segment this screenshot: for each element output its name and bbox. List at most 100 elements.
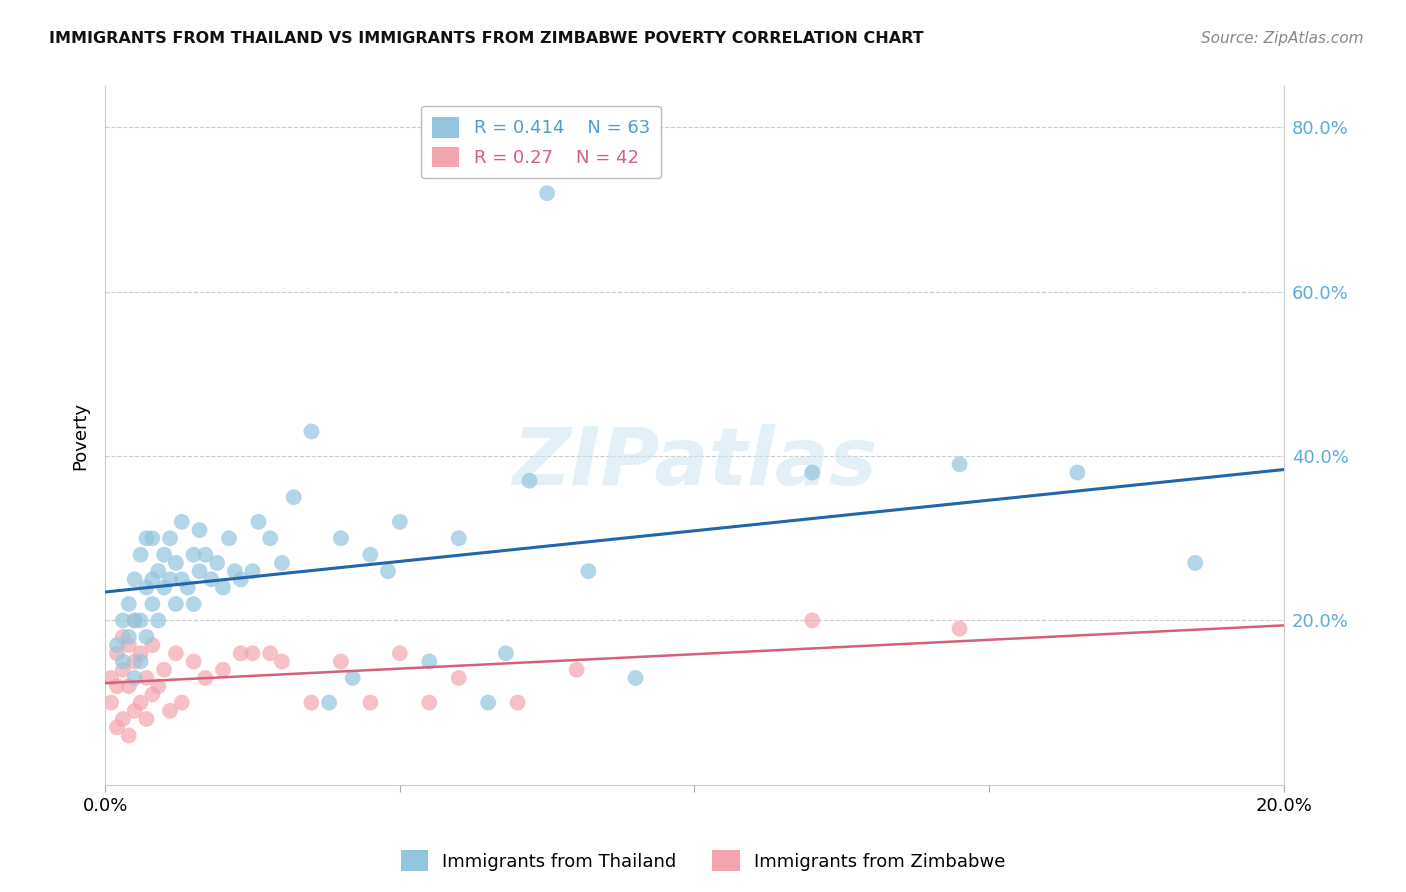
Point <box>224 564 246 578</box>
Point <box>135 531 157 545</box>
Point <box>418 655 440 669</box>
Legend: R = 0.414    N = 63, R = 0.27    N = 42: R = 0.414 N = 63, R = 0.27 N = 42 <box>422 106 661 178</box>
Point <box>194 671 217 685</box>
Point <box>176 581 198 595</box>
Point <box>447 531 470 545</box>
Point <box>388 646 411 660</box>
Point <box>359 548 381 562</box>
Point <box>576 564 599 578</box>
Point <box>329 655 352 669</box>
Point <box>200 572 222 586</box>
Point <box>188 523 211 537</box>
Point <box>229 646 252 660</box>
Point <box>165 556 187 570</box>
Point <box>801 614 824 628</box>
Point <box>148 679 170 693</box>
Point <box>135 581 157 595</box>
Point <box>519 474 541 488</box>
Point <box>111 655 134 669</box>
Point <box>100 696 122 710</box>
Point <box>418 696 440 710</box>
Point <box>124 671 146 685</box>
Point <box>111 614 134 628</box>
Text: IMMIGRANTS FROM THAILAND VS IMMIGRANTS FROM ZIMBABWE POVERTY CORRELATION CHART: IMMIGRANTS FROM THAILAND VS IMMIGRANTS F… <box>49 31 924 46</box>
Point <box>118 679 141 693</box>
Point <box>447 671 470 685</box>
Point <box>359 696 381 710</box>
Point <box>536 186 558 201</box>
Point <box>159 531 181 545</box>
Point <box>377 564 399 578</box>
Point <box>948 458 970 472</box>
Point <box>105 646 128 660</box>
Point <box>141 531 163 545</box>
Point <box>218 531 240 545</box>
Point <box>105 720 128 734</box>
Point <box>135 712 157 726</box>
Point <box>124 704 146 718</box>
Point <box>259 646 281 660</box>
Point <box>506 696 529 710</box>
Point <box>477 696 499 710</box>
Point <box>129 646 152 660</box>
Point <box>135 671 157 685</box>
Point <box>205 556 228 570</box>
Point <box>259 531 281 545</box>
Point <box>105 679 128 693</box>
Point <box>129 655 152 669</box>
Point <box>1184 556 1206 570</box>
Y-axis label: Poverty: Poverty <box>72 401 89 469</box>
Point <box>229 572 252 586</box>
Point <box>271 655 294 669</box>
Point <box>329 531 352 545</box>
Point <box>495 646 517 660</box>
Point <box>342 671 364 685</box>
Point <box>283 490 305 504</box>
Point <box>118 630 141 644</box>
Point <box>124 614 146 628</box>
Point <box>183 548 205 562</box>
Point <box>118 729 141 743</box>
Point <box>212 581 235 595</box>
Point <box>124 655 146 669</box>
Point <box>212 663 235 677</box>
Point <box>301 696 323 710</box>
Point <box>124 614 146 628</box>
Point <box>1066 466 1088 480</box>
Point <box>318 696 340 710</box>
Point <box>242 646 264 660</box>
Point <box>170 696 193 710</box>
Point <box>129 614 152 628</box>
Point <box>129 696 152 710</box>
Point <box>105 638 128 652</box>
Point <box>141 572 163 586</box>
Point <box>135 630 157 644</box>
Point <box>165 646 187 660</box>
Point <box>624 671 647 685</box>
Point <box>141 687 163 701</box>
Point <box>301 425 323 439</box>
Point <box>118 597 141 611</box>
Point <box>111 712 134 726</box>
Point <box>170 515 193 529</box>
Point <box>170 572 193 586</box>
Point <box>242 564 264 578</box>
Point <box>153 581 176 595</box>
Point <box>159 572 181 586</box>
Point <box>148 564 170 578</box>
Point <box>111 630 134 644</box>
Point <box>801 466 824 480</box>
Point <box>188 564 211 578</box>
Point <box>388 515 411 529</box>
Point <box>247 515 270 529</box>
Point <box>271 556 294 570</box>
Point <box>153 548 176 562</box>
Point <box>100 671 122 685</box>
Point <box>183 655 205 669</box>
Point <box>565 663 588 677</box>
Text: ZIPatlas: ZIPatlas <box>512 425 877 502</box>
Point <box>111 663 134 677</box>
Point <box>159 704 181 718</box>
Point <box>153 663 176 677</box>
Point <box>129 548 152 562</box>
